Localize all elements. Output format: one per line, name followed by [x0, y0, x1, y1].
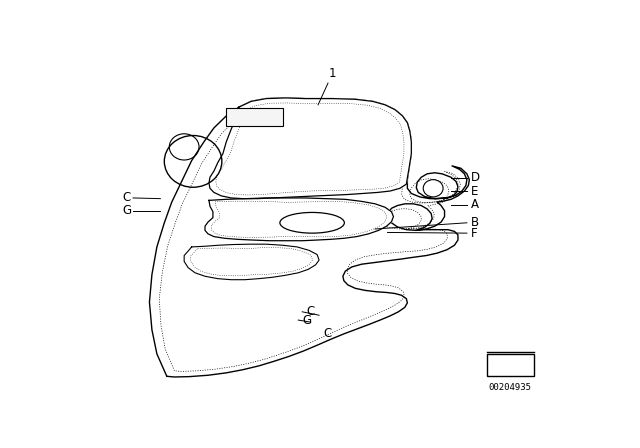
Polygon shape	[150, 98, 469, 377]
Text: G: G	[302, 314, 311, 327]
Ellipse shape	[280, 212, 344, 233]
Bar	[227, 108, 284, 126]
Text: B: B	[471, 216, 479, 229]
Text: 00204935: 00204935	[489, 383, 532, 392]
Polygon shape	[209, 98, 412, 198]
Text: F: F	[471, 227, 477, 240]
Text: D: D	[471, 172, 480, 185]
Text: 1: 1	[328, 67, 336, 80]
Text: C: C	[306, 305, 314, 318]
Polygon shape	[205, 198, 394, 241]
Bar	[486, 354, 534, 376]
Text: C: C	[122, 191, 131, 204]
Text: G: G	[122, 204, 131, 217]
Text: E: E	[471, 185, 478, 198]
Polygon shape	[184, 244, 319, 280]
Text: A: A	[471, 198, 479, 211]
Text: C: C	[323, 327, 332, 340]
